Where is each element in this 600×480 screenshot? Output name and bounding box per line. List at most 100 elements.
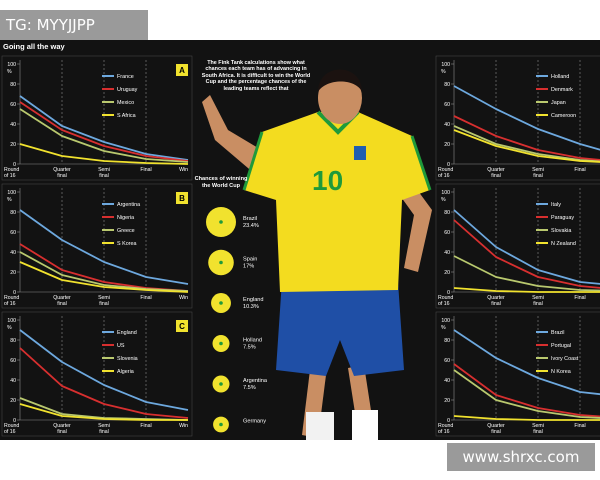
y-tick-label: 100 (441, 62, 450, 68)
y-axis-label: % (441, 325, 446, 331)
legend-label: Denmark (551, 87, 573, 93)
group-letter: A (179, 66, 185, 75)
x-tick-label: Round of 16 (4, 295, 19, 307)
x-tick-label: Semi final (532, 423, 544, 435)
series-line-ivory-coast (453, 369, 600, 419)
shorts (276, 280, 404, 376)
bubble-dot (219, 301, 223, 305)
intro-text: The Fink Tank calculations show what cha… (201, 60, 311, 92)
y-axis-label: % (441, 197, 446, 203)
y-tick-label: 80 (444, 82, 450, 88)
series-line-slovakia (453, 255, 600, 292)
legend-label: Greece (117, 228, 135, 234)
y-axis-label: % (7, 325, 12, 331)
legend-label: Cameroon (551, 113, 576, 119)
y-tick-label: 100 (7, 190, 16, 196)
x-tick-label: Round of 16 (438, 167, 453, 179)
legend-label: Portugal (551, 343, 571, 349)
x-tick-label: Semi final (98, 167, 110, 179)
legend-label: England (117, 330, 137, 336)
panel-border (1, 55, 193, 181)
bubble-dot (219, 220, 223, 224)
x-tick-label: Final (140, 423, 151, 429)
x-tick-label: Quarter final (53, 423, 71, 435)
legend-label: US (117, 343, 125, 349)
player-photo: 10 (202, 69, 432, 440)
bubble-value: 10.3% (243, 304, 259, 310)
x-tick-label: Final (140, 295, 151, 301)
legend-label: S Korea (117, 241, 136, 247)
x-tick-label: Final (574, 423, 585, 429)
panel-border (1, 311, 193, 437)
y-tick-label: 100 (7, 62, 16, 68)
y-axis-label: % (441, 69, 446, 75)
y-tick-label: 0 (13, 418, 16, 424)
infographic-canvas: 10 0 20 40 60 80 100% Round of 16 Quarter final Se… (1, 55, 600, 440)
chart-panel-d: 0 20 40 60 80 100% Round of 16 Quarter final Semi f… (435, 55, 600, 181)
y-tick-label: 60 (444, 358, 450, 364)
y-tick-label: 40 (10, 378, 16, 384)
legend-label: Italy (551, 202, 561, 208)
bubble-value: 7.5% (243, 385, 256, 391)
y-tick-label: 40 (444, 378, 450, 384)
bubble-value: 7.5% (243, 345, 256, 351)
series-line-n-zealand (453, 287, 600, 293)
chart-panel-f: 0 20 40 60 80 100% Round of 16 Quarter final Semi f… (435, 311, 600, 437)
x-tick-label: Quarter final (53, 167, 71, 179)
y-tick-label: 80 (444, 338, 450, 344)
watermark-top-left: TG: MYYJJPP (0, 10, 148, 40)
x-tick-label: Final (574, 295, 585, 301)
legend-label: Argentina (117, 202, 140, 208)
series-line-argentina (19, 209, 189, 285)
y-tick-label: 40 (10, 250, 16, 256)
series-line-cameroon (453, 129, 600, 163)
series-line-paraguay (453, 219, 600, 289)
group-badge (176, 320, 188, 332)
bubble-dot (219, 260, 223, 265)
bubble-team: England (243, 297, 264, 303)
y-tick-label: 80 (10, 210, 16, 216)
panel-border (435, 183, 600, 309)
group-letter: B (179, 194, 185, 203)
y-tick-label: 100 (441, 318, 450, 324)
y-tick-label: 0 (13, 162, 16, 168)
chart-panel-b: 0 20 40 60 80 100% Round of 16 Quarter final Semi f… (1, 183, 193, 309)
y-tick-label: 100 (441, 190, 450, 196)
group-badge (176, 192, 188, 204)
y-tick-label: 20 (444, 270, 450, 276)
y-tick-label: 60 (10, 102, 16, 108)
arm-right (396, 180, 432, 272)
x-tick-label: Round of 16 (4, 423, 19, 435)
chart-panel-a: 0 20 40 60 80 100% Round of 16 Quarter final Semi f… (1, 55, 193, 181)
shirt (244, 112, 430, 292)
y-tick-label: 60 (10, 230, 16, 236)
series-line-england (19, 329, 189, 411)
y-axis-label: % (7, 197, 12, 203)
y-tick-label: 80 (10, 338, 16, 344)
series-line-italy (453, 209, 600, 285)
series-line-portugal (453, 363, 600, 418)
legend-label: Slovakia (551, 228, 571, 234)
x-tick-label: Win (179, 167, 188, 173)
bubble-dot (219, 341, 223, 346)
y-tick-label: 80 (10, 82, 16, 88)
series-line-uruguay (19, 101, 189, 162)
y-tick-label: 60 (444, 102, 450, 108)
x-tick-label: Semi final (98, 423, 110, 435)
legend-label: Paraguay (551, 215, 574, 221)
page-title: Going all the way (3, 42, 65, 51)
x-tick-label: Final (140, 167, 151, 173)
series-line-algeria (19, 403, 188, 421)
series-line-brazil (453, 329, 600, 396)
y-axis-label: % (7, 69, 12, 75)
y-tick-label: 0 (13, 290, 16, 296)
panel-border (435, 311, 600, 437)
y-tick-label: 60 (444, 230, 450, 236)
legend-label: France (117, 74, 134, 80)
y-tick-label: 40 (444, 250, 450, 256)
y-tick-label: 0 (447, 290, 450, 296)
bubble-dot (219, 422, 223, 427)
